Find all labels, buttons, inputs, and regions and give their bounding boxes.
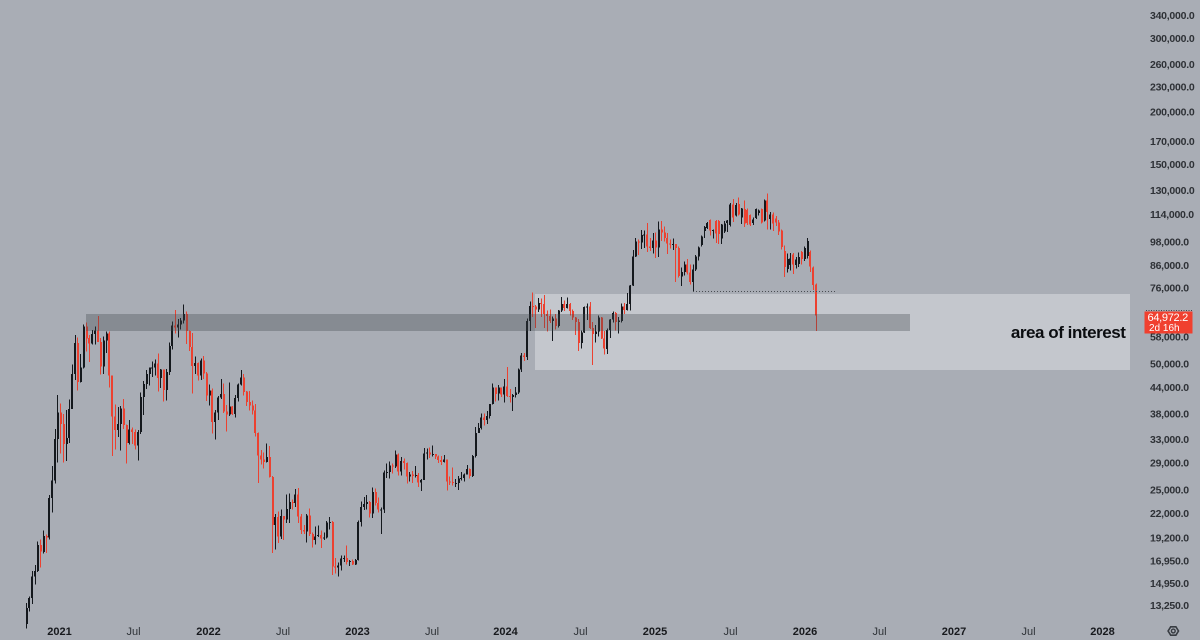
- svg-text:200,000.0: 200,000.0: [1150, 107, 1195, 119]
- svg-text:area of interest: area of interest: [1011, 323, 1126, 342]
- svg-text:Jul: Jul: [723, 626, 737, 638]
- svg-text:Jul: Jul: [573, 626, 587, 638]
- svg-text:19,200.0: 19,200.0: [1150, 533, 1189, 545]
- svg-text:13,250.0: 13,250.0: [1150, 600, 1189, 612]
- svg-text:150,000.0: 150,000.0: [1150, 159, 1195, 171]
- svg-text:340,000.0: 340,000.0: [1150, 10, 1195, 22]
- svg-text:38,000.0: 38,000.0: [1150, 409, 1189, 421]
- svg-text:260,000.0: 260,000.0: [1150, 59, 1195, 71]
- svg-text:2026: 2026: [793, 626, 817, 638]
- svg-text:25,000.0: 25,000.0: [1150, 485, 1189, 497]
- svg-text:Jul: Jul: [276, 626, 290, 638]
- svg-text:64,972.2: 64,972.2: [1148, 312, 1189, 324]
- svg-text:2027: 2027: [942, 626, 966, 638]
- svg-text:Jul: Jul: [126, 626, 140, 638]
- svg-text:76,000.0: 76,000.0: [1150, 283, 1189, 295]
- svg-text:50,000.0: 50,000.0: [1150, 359, 1189, 371]
- svg-text:2028: 2028: [1090, 626, 1114, 638]
- svg-text:2024: 2024: [493, 626, 518, 638]
- svg-text:130,000.0: 130,000.0: [1150, 185, 1195, 197]
- svg-text:Jul: Jul: [872, 626, 886, 638]
- svg-text:98,000.0: 98,000.0: [1150, 236, 1189, 248]
- svg-text:58,000.0: 58,000.0: [1150, 332, 1189, 344]
- svg-text:2022: 2022: [196, 626, 220, 638]
- svg-text:22,000.0: 22,000.0: [1150, 508, 1189, 520]
- svg-text:Jul: Jul: [1021, 626, 1035, 638]
- svg-text:114,000.0: 114,000.0: [1150, 209, 1194, 221]
- svg-text:29,000.0: 29,000.0: [1150, 458, 1189, 470]
- svg-text:16,950.0: 16,950.0: [1150, 555, 1189, 567]
- svg-text:170,000.0: 170,000.0: [1150, 136, 1195, 148]
- svg-text:Jul: Jul: [425, 626, 439, 638]
- svg-text:2025: 2025: [643, 626, 667, 638]
- svg-text:300,000.0: 300,000.0: [1150, 33, 1195, 45]
- svg-text:230,000.0: 230,000.0: [1150, 81, 1195, 93]
- svg-text:2023: 2023: [345, 626, 369, 638]
- svg-text:2021: 2021: [47, 626, 71, 638]
- svg-text:2d 16h: 2d 16h: [1149, 323, 1180, 334]
- svg-text:44,000.0: 44,000.0: [1150, 382, 1189, 394]
- svg-text:33,000.0: 33,000.0: [1150, 434, 1189, 446]
- svg-text:14,950.0: 14,950.0: [1150, 578, 1189, 590]
- svg-text:86,000.0: 86,000.0: [1150, 260, 1189, 272]
